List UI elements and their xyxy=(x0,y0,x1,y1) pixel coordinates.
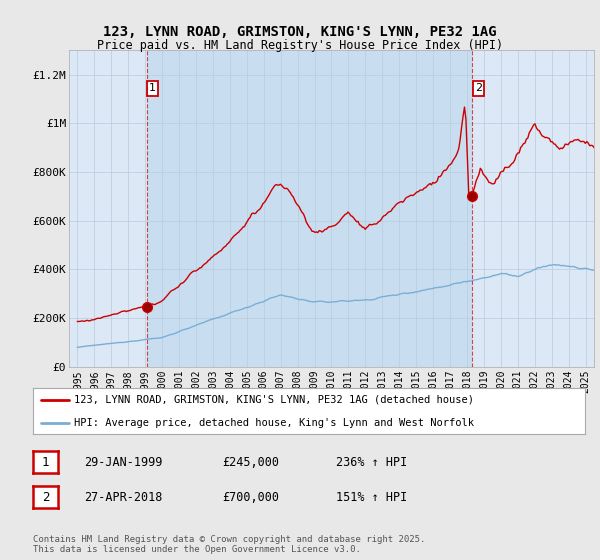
Bar xyxy=(146,50,472,367)
Text: 1: 1 xyxy=(149,83,156,94)
Text: 29-JAN-1999: 29-JAN-1999 xyxy=(84,455,163,469)
Text: £700,000: £700,000 xyxy=(222,491,279,504)
Text: Price paid vs. HM Land Registry's House Price Index (HPI): Price paid vs. HM Land Registry's House … xyxy=(97,39,503,53)
Text: 2: 2 xyxy=(475,83,482,94)
Text: 2: 2 xyxy=(42,491,49,504)
Text: 151% ↑ HPI: 151% ↑ HPI xyxy=(336,491,407,504)
Text: Contains HM Land Registry data © Crown copyright and database right 2025.
This d: Contains HM Land Registry data © Crown c… xyxy=(33,535,425,554)
Text: 236% ↑ HPI: 236% ↑ HPI xyxy=(336,455,407,469)
Text: 123, LYNN ROAD, GRIMSTON, KING'S LYNN, PE32 1AG: 123, LYNN ROAD, GRIMSTON, KING'S LYNN, P… xyxy=(103,26,497,39)
Text: £245,000: £245,000 xyxy=(222,455,279,469)
Text: HPI: Average price, detached house, King's Lynn and West Norfolk: HPI: Average price, detached house, King… xyxy=(74,418,475,427)
Text: 27-APR-2018: 27-APR-2018 xyxy=(84,491,163,504)
Text: 123, LYNN ROAD, GRIMSTON, KING'S LYNN, PE32 1AG (detached house): 123, LYNN ROAD, GRIMSTON, KING'S LYNN, P… xyxy=(74,395,475,404)
Text: 1: 1 xyxy=(42,455,49,469)
